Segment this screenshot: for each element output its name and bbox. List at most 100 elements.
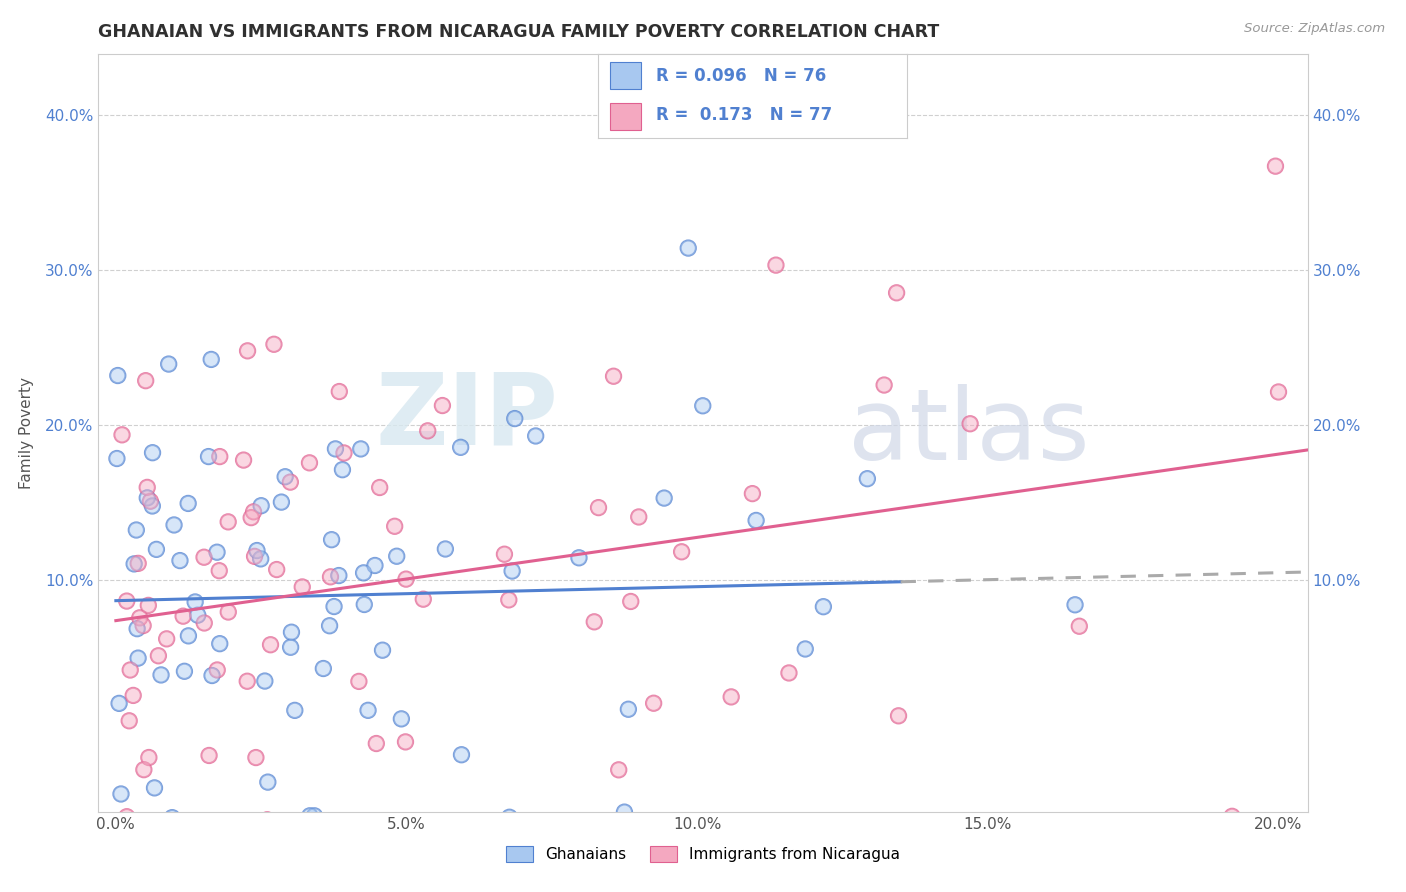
Point [319,570,342,584]
Point [256,775,278,789]
Point [602,369,624,384]
Point [671,545,693,559]
Point [385,549,408,564]
Point [959,417,981,431]
Point [122,689,145,703]
Point [318,619,340,633]
Point [236,674,259,689]
Point [105,451,128,466]
Point [366,737,388,751]
Bar [610,103,641,130]
Point [328,384,350,399]
Point [208,564,231,578]
Point [350,442,373,456]
Point [494,547,516,561]
Point [366,737,388,751]
Point [671,545,693,559]
Point [284,703,307,717]
Point [177,629,200,643]
Point [298,456,321,470]
Point [217,515,239,529]
Point [1264,159,1286,173]
Point [156,632,179,646]
Point [128,611,150,625]
Point [692,399,714,413]
Point [246,826,269,840]
Point [127,651,149,665]
Point [347,674,370,689]
Point [240,510,263,524]
Point [205,545,228,559]
Point [141,446,163,460]
Point [886,285,908,300]
Point [745,513,768,527]
Point [118,714,141,728]
Point [173,665,195,679]
Point [157,357,180,371]
Point [328,384,350,399]
Point [250,499,273,513]
Point [450,440,472,454]
Point [959,417,981,431]
Point [253,674,276,689]
Point [298,809,321,823]
Point [108,697,131,711]
Point [450,440,472,454]
Point [291,580,314,594]
Point [236,343,259,358]
Point [284,703,307,717]
Point [163,518,186,533]
Point [583,615,606,629]
Point [111,427,134,442]
Y-axis label: Family Poverty: Family Poverty [18,376,34,489]
Point [169,553,191,567]
Point [692,399,714,413]
Point [110,787,132,801]
Point [304,809,326,823]
Point [110,787,132,801]
Point [150,668,173,682]
Point [813,599,835,614]
Point [200,352,222,367]
Point [107,368,129,383]
Point [115,594,138,608]
Point [745,513,768,527]
Point [138,599,160,613]
Point [208,450,231,464]
Point [236,674,259,689]
Point [353,598,375,612]
Point [720,690,742,704]
Point [627,510,650,524]
Point [193,615,215,630]
Point [364,558,387,573]
Point [395,572,418,586]
Point [501,564,523,578]
Point [105,451,128,466]
Point [873,378,896,392]
Point [298,456,321,470]
Point [357,703,380,717]
Point [384,519,406,533]
Point [172,609,194,624]
Point [280,475,302,489]
Point [172,840,194,855]
Point [353,598,375,612]
Point [678,241,700,255]
Point [325,442,347,456]
Point [1064,598,1087,612]
Point [394,735,416,749]
Point [197,450,219,464]
Point [678,241,700,255]
Point [263,337,285,351]
Point [243,549,266,564]
Point [364,558,387,573]
Point [266,562,288,576]
Point [794,642,817,657]
Point [450,747,472,762]
Point [432,399,454,413]
Point [118,714,141,728]
Legend: Ghanaians, Immigrants from Nicaragua: Ghanaians, Immigrants from Nicaragua [499,840,907,869]
Point [141,446,163,460]
Point [323,599,346,614]
Point [350,442,373,456]
